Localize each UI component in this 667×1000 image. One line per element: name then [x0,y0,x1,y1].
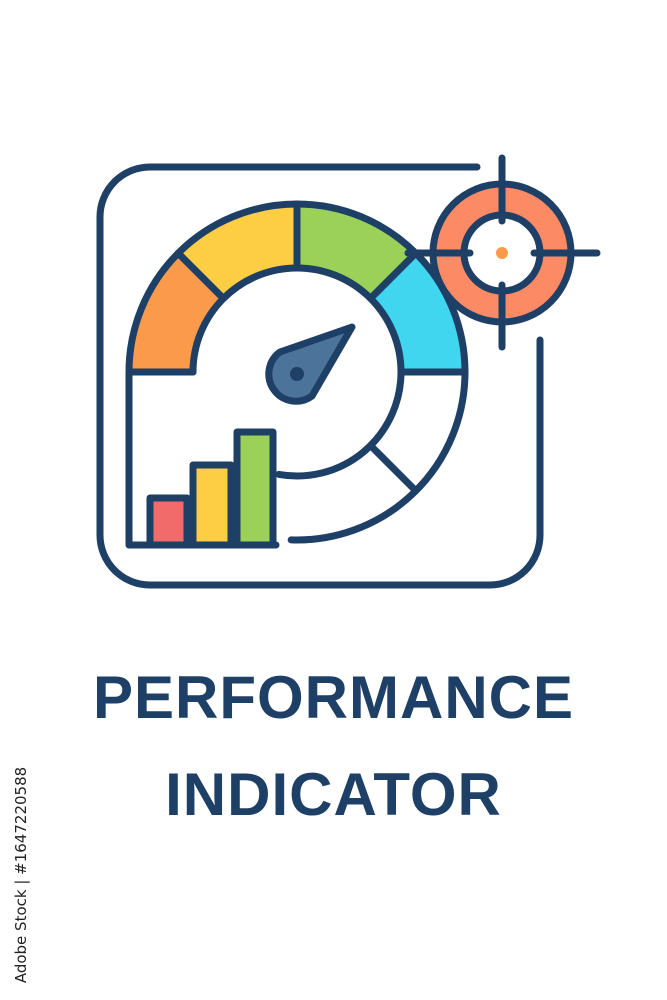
frame-outline [96,163,544,589]
target-center-dot [496,247,508,259]
gauge-inner-arc-lower [275,368,405,480]
stock-credit-watermark: Adobe Stock | #1647220588 [12,766,30,984]
gauge-divider [367,442,420,495]
needle-hub [290,367,304,381]
needle-icon [265,323,356,405]
title-line-1: PERFORMANCE [92,664,574,731]
bar-green [233,428,277,549]
crosshair-icon [432,154,601,351]
title-line-2: INDICATOR [165,761,502,828]
bar-red [146,494,191,549]
bar-yellow [189,461,235,549]
